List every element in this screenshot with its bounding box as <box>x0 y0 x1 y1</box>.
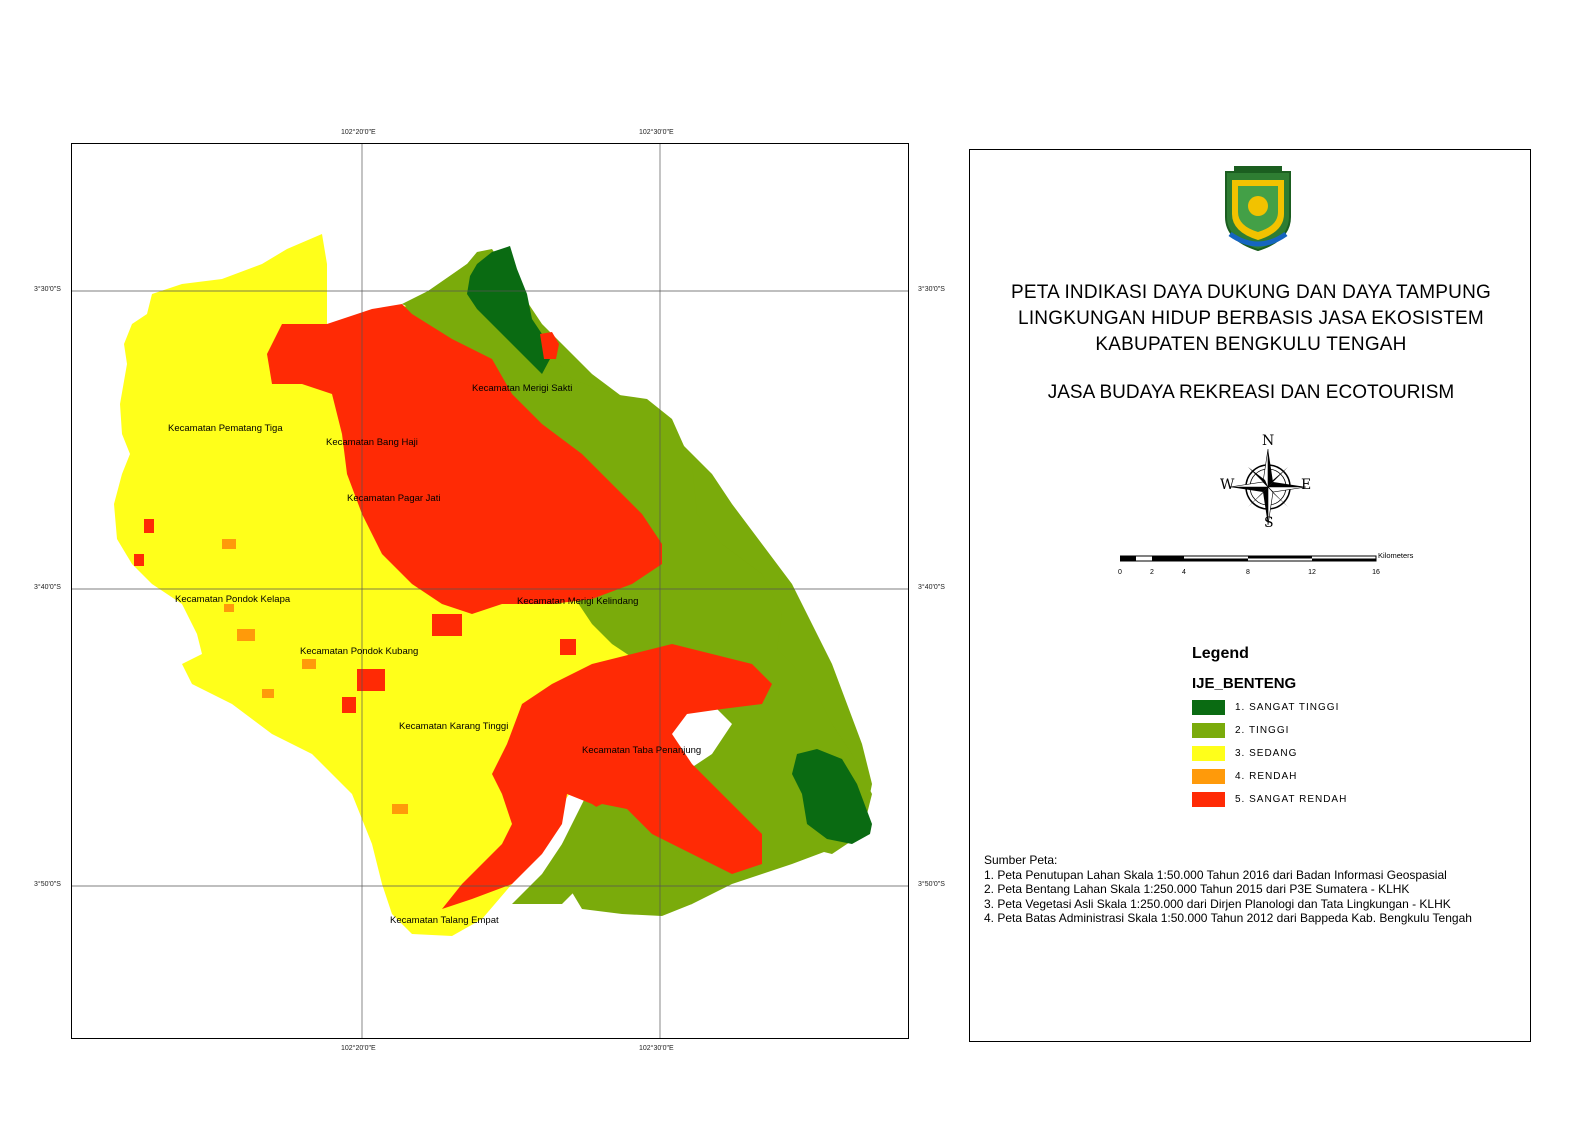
district-label: Kecamatan Pondok Kelapa <box>175 594 291 605</box>
map-sources: Sumber Peta: 1. Peta Penutupan Lahan Ska… <box>984 853 1472 926</box>
map-title-line: KABUPATEN BENGKULU TENGAH <box>1095 334 1407 355</box>
scale-tick-label: 2 <box>1150 569 1154 576</box>
legend-swatch <box>1192 723 1225 738</box>
grid-label-top: 102°30'0"E <box>639 129 674 136</box>
grid-label-top: 102°20'0"E <box>341 129 376 136</box>
legend-label: 1. SANGAT TINGGI <box>1235 702 1340 713</box>
zone-sangat-rendah-north-patch <box>540 332 559 359</box>
grid-label-left: 3°30'0"S <box>34 286 61 293</box>
source-line: 1. Peta Penutupan Lahan Skala 1:50.000 T… <box>984 867 1447 882</box>
legend-item: 1. SANGAT TINGGI <box>1192 700 1347 715</box>
district-label: Kecamatan Pondok Kubang <box>300 646 418 657</box>
legend-item: 2. TINGGI <box>1192 723 1347 738</box>
grid-label-left: 3°40'0"S <box>34 584 61 591</box>
grid-label-right: 3°40'0"S <box>918 584 945 591</box>
zone-sangat-tinggi-north <box>467 246 550 374</box>
source-line: 4. Peta Batas Administrasi Skala 1:50.00… <box>984 911 1472 925</box>
zone-sangat-rendah-southeast <box>442 644 772 909</box>
legend-swatch <box>1192 792 1225 807</box>
scale-bar: Kilometers 0 2 4 8 12 16 <box>1118 551 1430 585</box>
map-info-panel: PETA INDIKASI DAYA DUKUNG DAN DAYA TAMPU… <box>969 149 1531 1042</box>
map-canvas[interactable]: Kecamatan Merigi Sakti Kecamatan Pematan… <box>72 144 909 1039</box>
grid-label-bottom: 102°30'0"E <box>639 1045 674 1052</box>
map-frame[interactable]: Kecamatan Merigi Sakti Kecamatan Pematan… <box>71 143 909 1039</box>
compass-rose: N S E W <box>1218 433 1318 535</box>
map-title-line: PETA INDIKASI DAYA DUKUNG DAN DAYA TAMPU… <box>1011 282 1491 303</box>
district-label: Kecamatan Pematang Tiga <box>168 423 283 434</box>
sources-heading: Sumber Peta: <box>984 853 1058 867</box>
source-line: 3. Peta Vegetasi Asli Skala 1:250.000 da… <box>984 896 1451 911</box>
scale-tick-label: 4 <box>1182 569 1186 576</box>
grid-label-bottom: 102°20'0"E <box>341 1045 376 1052</box>
legend-swatch <box>1192 700 1225 715</box>
legend-swatch <box>1192 769 1225 784</box>
scale-bar-graphic <box>1120 555 1377 562</box>
compass-north-label: N <box>1262 433 1275 449</box>
scale-tick-label: 16 <box>1372 569 1380 576</box>
legend-label: 2. TINGGI <box>1235 725 1290 736</box>
grid-label-right: 3°50'0"S <box>918 881 945 888</box>
district-label: Kecamatan Talang Empat <box>390 915 499 926</box>
grid-label-left: 3°50'0"S <box>34 881 61 888</box>
district-label: Kecamatan Merigi Sakti <box>472 383 572 394</box>
district-label: Kecamatan Taba Penanjung <box>582 745 701 756</box>
legend-item: 4. RENDAH <box>1192 769 1347 784</box>
district-label: Kecamatan Merigi Kelindang <box>517 596 638 607</box>
source-line: 2. Peta Bentang Lahan Skala 1:250.000 Ta… <box>984 882 1410 896</box>
graticule <box>72 144 908 1038</box>
zone-rendah-patches <box>222 539 408 814</box>
legend-label: 5. SANGAT RENDAH <box>1235 794 1348 805</box>
legend-item: 5. SANGAT RENDAH <box>1192 792 1347 807</box>
legend-label: 3. SEDANG <box>1235 748 1298 759</box>
map-subtitle: JASA BUDAYA REKREASI DAN ECOTOURISM <box>1047 382 1455 403</box>
title-block: PETA INDIKASI DAYA DUKUNG DAN DAYA TAMPU… <box>970 280 1532 406</box>
grid-label-right: 3°30'0"S <box>918 286 945 293</box>
scale-unit-label: Kilometers <box>1378 551 1414 560</box>
regency-emblem-icon <box>1225 166 1291 252</box>
legend: Legend IJE_BENTENG 1. SANGAT TINGGI 2. T… <box>1192 645 1347 807</box>
zone-sangat-rendah-central <box>267 304 662 614</box>
legend-label: 4. RENDAH <box>1235 771 1298 782</box>
map-title-line: LINGKUNGAN HIDUP BERBASIS JASA EKOSISTEM <box>1018 308 1484 329</box>
scale-tick-label: 12 <box>1308 569 1316 576</box>
zone-sangat-tinggi-east <box>792 749 872 844</box>
scale-tick-label: 0 <box>1118 569 1122 576</box>
compass-rose-icon <box>1229 448 1307 526</box>
district-label: Kecamatan Pagar Jati <box>347 493 440 504</box>
scale-tick-label: 8 <box>1246 569 1250 576</box>
compass-west-label: W <box>1220 477 1235 493</box>
district-labels: Kecamatan Merigi Sakti Kecamatan Pematan… <box>168 383 701 926</box>
district-label: Kecamatan Bang Haji <box>326 437 418 448</box>
zone-tinggi-south <box>567 804 702 916</box>
legend-swatch <box>1192 746 1225 761</box>
compass-east-label: E <box>1301 477 1312 493</box>
legend-item: 3. SEDANG <box>1192 746 1347 761</box>
legend-title: Legend <box>1192 645 1249 662</box>
district-label: Kecamatan Karang Tinggi <box>399 721 508 732</box>
zone-sangat-rendah-patches <box>134 519 576 713</box>
legend-layer-name: IJE_BENTENG <box>1192 675 1297 692</box>
compass-south-label: S <box>1264 515 1274 531</box>
